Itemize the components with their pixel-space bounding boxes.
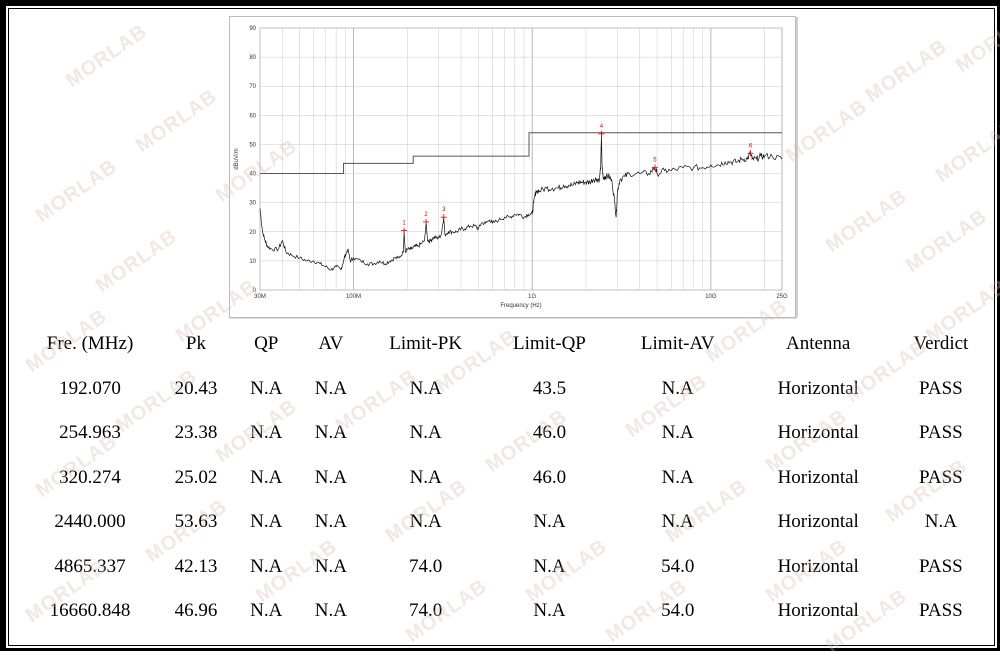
table-row: 2440.000 53.63 N.A N.A N.A N.A N.A Horizontal N.… xyxy=(22,500,990,545)
table-cell: N.A xyxy=(314,555,347,577)
table-cell: 46.0 xyxy=(532,466,567,488)
peak-marker-label: 5 xyxy=(653,157,657,163)
y-tick-label: 80 xyxy=(249,55,256,61)
y-tick-label: 20 xyxy=(249,230,256,236)
table-cell: N.A xyxy=(661,377,694,399)
table-cell: PASS xyxy=(919,422,963,444)
table-cell: PASS xyxy=(919,466,963,488)
table-row: 254.963 23.38 N.A N.A N.A 46.0 N.A Horizontal PA… xyxy=(22,411,990,456)
y-tick-label: 60 xyxy=(249,113,256,119)
table-cell: N.A xyxy=(314,466,347,488)
col-header: Limit-PK xyxy=(389,333,463,355)
table-cell: N.A xyxy=(409,377,442,399)
table-row: 4865.337 42.13 N.A N.A 74.0 N.A 54.0 Horizontal… xyxy=(22,545,990,590)
peak-marker-label: 2 xyxy=(424,212,428,218)
table-cell: Horizontal xyxy=(777,466,859,488)
table-cell: N.A xyxy=(314,422,347,444)
table-cell: 23.38 xyxy=(174,422,218,444)
table-cell: N.A xyxy=(409,466,442,488)
y-tick-label: 90 xyxy=(249,26,256,32)
table-cell: N.A xyxy=(314,600,347,622)
table-cell: Horizontal xyxy=(777,377,859,399)
table-cell: N.A xyxy=(314,511,347,533)
table-cell: N.A xyxy=(409,511,442,533)
table-cell: N.A xyxy=(250,466,283,488)
x-tick-label: 1G xyxy=(528,294,536,300)
table-cell: Horizontal xyxy=(777,555,859,577)
table-row: 16660.848 46.96 N.A N.A 74.0 N.A 54.0 Horizonta… xyxy=(22,589,990,634)
table-cell: 46.0 xyxy=(532,422,567,444)
table-cell: 42.13 xyxy=(174,555,218,577)
table-cell: 16660.848 xyxy=(49,600,131,622)
col-header: Antenna xyxy=(786,333,851,355)
emission-chart: 0 10 20 30 40 50 60 70 80 90 30M 100M 1G 10G 25G Freque… xyxy=(229,16,798,318)
table-cell: 74.0 xyxy=(409,600,443,622)
table-cell: 74.0 xyxy=(409,555,443,577)
table-cell: N.A xyxy=(533,511,566,533)
table-cell: 4865.337 xyxy=(54,555,126,577)
table-cell: 192.070 xyxy=(59,377,121,399)
table-cell: 320.274 xyxy=(59,466,121,488)
table-cell: N.A xyxy=(250,600,283,622)
table-cell: N.A xyxy=(250,422,283,444)
x-axis-label: Frequency (Hz) xyxy=(500,303,541,309)
y-tick-label: 40 xyxy=(249,172,256,178)
table-cell: Horizontal xyxy=(777,511,859,533)
peak-marker-label: 6 xyxy=(749,143,753,149)
col-header: Fre. (MHz) xyxy=(46,333,134,355)
table-header-row: Fre. (MHz) Pk QP AV Limit-PK Limit-QP Li… xyxy=(22,322,990,367)
x-tick-label: 30M xyxy=(254,294,266,300)
peak-marker-label: 4 xyxy=(600,124,604,130)
table-row: 320.274 25.02 N.A N.A N.A 46.0 N.A Horizontal PA… xyxy=(22,456,990,501)
peak-marker-label: 1 xyxy=(402,221,406,227)
table-cell: Horizontal xyxy=(777,422,859,444)
x-tick-label: 10G xyxy=(705,294,717,300)
table-cell: 254.963 xyxy=(59,422,121,444)
table-cell: N.A xyxy=(409,422,442,444)
table-cell: 53.63 xyxy=(174,511,218,533)
col-header: Limit-AV xyxy=(640,333,715,355)
table-cell: N.A xyxy=(533,555,566,577)
col-header: QP xyxy=(254,333,279,355)
table-cell: PASS xyxy=(919,600,963,622)
y-tick-label: 0 xyxy=(253,288,257,294)
table-cell: N.A xyxy=(314,377,347,399)
x-tick-label: 100M xyxy=(346,294,361,300)
col-header: Limit-QP xyxy=(513,333,586,355)
table-cell: 2440.000 xyxy=(54,511,126,533)
table-cell: N.A xyxy=(661,466,694,488)
peak-marker-label: 3 xyxy=(442,207,446,213)
table-cell: 43.5 xyxy=(532,377,567,399)
table-cell: N.A xyxy=(250,511,283,533)
y-axis-label: dBuV/m xyxy=(234,148,240,169)
table-cell: 54.0 xyxy=(661,600,695,622)
table-cell: PASS xyxy=(919,377,963,399)
table-cell: Horizontal xyxy=(777,600,859,622)
y-tick-label: 30 xyxy=(249,201,256,207)
table-cell: 46.96 xyxy=(174,600,218,622)
table-cell: PASS xyxy=(919,555,963,577)
y-tick-label: 50 xyxy=(249,142,256,148)
y-tick-label: 70 xyxy=(249,84,256,90)
table-cell: N.A xyxy=(661,511,694,533)
x-tick-label: 25G xyxy=(776,294,788,300)
y-tick-label: 10 xyxy=(249,259,256,265)
table-cell: N.A xyxy=(533,600,566,622)
table-cell: 54.0 xyxy=(661,555,695,577)
plot-area xyxy=(259,27,783,291)
emission-chart-svg: 0 10 20 30 40 50 60 70 80 90 30M 100M 1G 10G 25G Freque… xyxy=(234,26,788,309)
col-header: Pk xyxy=(185,333,206,355)
table-cell: N.A xyxy=(250,555,283,577)
table-cell: 25.02 xyxy=(174,466,218,488)
table-cell: N.A xyxy=(250,377,283,399)
table-cell: N.A xyxy=(661,422,694,444)
table-cell: N.A xyxy=(924,511,957,533)
results-table: Fre. (MHz) Pk QP AV Limit-PK Limit-QP Li… xyxy=(22,322,990,634)
col-header: AV xyxy=(318,333,344,355)
table-cell: 20.43 xyxy=(174,377,218,399)
table-row: 192.070 20.43 N.A N.A N.A 43.5 N.A Horizontal PA… xyxy=(22,367,990,412)
col-header: Verdict xyxy=(913,333,969,355)
limit-line xyxy=(260,132,782,175)
